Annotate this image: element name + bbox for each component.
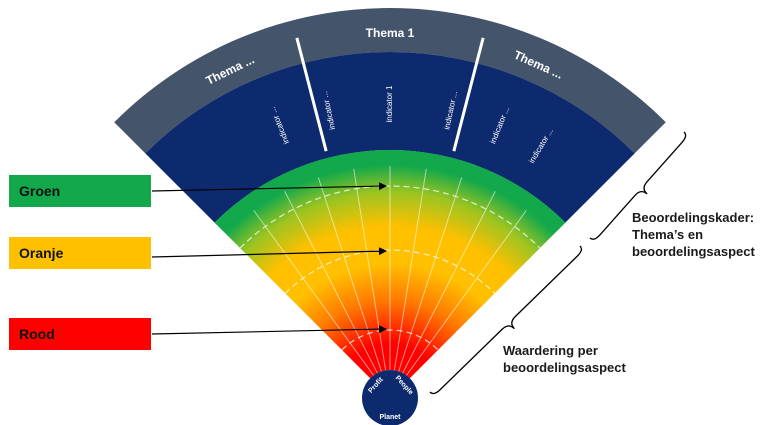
hub-circle xyxy=(362,370,418,425)
theme-divider xyxy=(452,37,485,152)
rating-spoke xyxy=(353,168,387,371)
legend-oranje-label: Oranje xyxy=(19,245,64,261)
legend-arrow xyxy=(151,182,387,192)
bracket-beoordelingskader xyxy=(589,131,687,240)
theme-divider xyxy=(295,37,328,152)
theme-band xyxy=(114,7,666,154)
legend-arrow xyxy=(151,325,387,335)
rating-spoke xyxy=(284,191,378,374)
waardering-label: Waardering per beoordelingsaspect xyxy=(503,342,663,376)
legend-rood-label: Rood xyxy=(19,326,55,342)
rating-arc xyxy=(341,329,439,351)
indicator-label: indicator 1 xyxy=(385,85,394,122)
rating-spoke xyxy=(317,177,382,372)
theme-label: Thema 1 xyxy=(366,26,415,40)
rating-spoke xyxy=(406,210,527,376)
theme-dividers xyxy=(295,37,485,152)
rating-spoke xyxy=(402,191,496,374)
rating-spoke xyxy=(398,177,463,372)
legend-arrow xyxy=(151,247,387,258)
legend-oranje: Oranje xyxy=(9,237,151,269)
waardering-line-1: Waardering per xyxy=(503,343,598,358)
rating-spoke xyxy=(253,210,374,376)
hub-label: Planet xyxy=(379,414,401,421)
beoordelingskader-label: Beoordelingskader: Thema’s en beoordelin… xyxy=(632,209,762,260)
beoordelingskader-line-1: Beoordelingskader: xyxy=(632,210,755,225)
legend-arrows xyxy=(151,182,387,335)
bracket-waardering xyxy=(429,245,583,395)
legend-rood: Rood xyxy=(9,318,151,350)
indicator-band xyxy=(145,52,635,223)
legend-groen-label: Groen xyxy=(19,183,61,199)
waardering-line-2: beoordelingsaspect xyxy=(503,360,626,375)
green-edge-band xyxy=(214,149,566,232)
rating-arc xyxy=(284,249,496,294)
rating-arc xyxy=(239,185,541,249)
beoordelingskader-line-3: beoordelingsaspect xyxy=(632,244,755,259)
legend-groen: Groen xyxy=(9,175,151,207)
rating-grid-lines xyxy=(239,166,541,376)
rating-spoke xyxy=(393,168,427,371)
brackets xyxy=(429,131,687,395)
beoordelingskader-line-2: Thema’s en xyxy=(632,227,704,242)
